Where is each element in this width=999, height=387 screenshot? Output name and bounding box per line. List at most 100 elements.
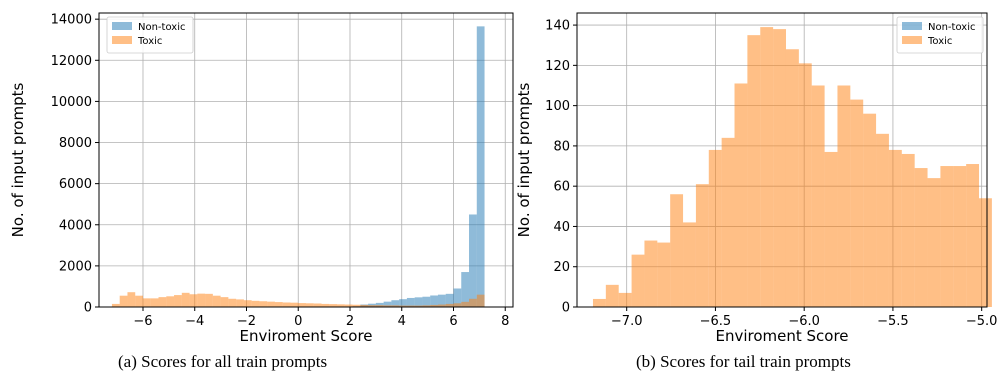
series-non-toxic <box>352 26 485 307</box>
bar <box>383 301 392 307</box>
y-tick-label: 4000 <box>59 218 92 233</box>
bar <box>119 295 128 307</box>
bar <box>375 305 384 307</box>
legend: Non-toxic Toxic <box>896 16 984 54</box>
bar <box>683 222 696 307</box>
bar <box>734 83 748 307</box>
bar <box>863 113 877 307</box>
bar <box>437 304 446 307</box>
x-tick-label: 2 <box>346 314 354 329</box>
bar <box>391 305 400 307</box>
bar <box>414 305 423 307</box>
y-axis-label: No. of input prompts <box>515 83 533 238</box>
bar <box>290 302 299 307</box>
bar <box>876 133 889 307</box>
bar <box>243 300 252 307</box>
bar <box>811 85 825 307</box>
bar <box>321 303 330 307</box>
y-tick-label: 20 <box>553 260 570 275</box>
bar <box>298 303 306 307</box>
bar <box>150 298 159 307</box>
bar <box>337 304 345 307</box>
bar <box>282 302 291 307</box>
bar <box>142 298 151 307</box>
bar <box>657 242 671 307</box>
bar <box>798 63 812 307</box>
bar <box>422 305 431 307</box>
caption-b: (b) Scores for tail train prompts <box>636 352 851 371</box>
bar <box>644 240 658 307</box>
legend-label: Non-toxic <box>928 22 975 33</box>
legend-swatch <box>902 22 922 30</box>
bar <box>422 296 431 307</box>
series-toxic <box>592 27 992 308</box>
x-tick-label: 4 <box>398 314 406 329</box>
x-tick-label: −6 <box>133 314 152 329</box>
y-tick-label: 40 <box>553 220 570 235</box>
y-tick-label: 12000 <box>51 54 92 69</box>
plot-frame <box>576 12 988 308</box>
bar <box>127 292 136 307</box>
x-axis-label: Enviroment Score <box>715 327 848 345</box>
bar <box>375 302 384 307</box>
bar <box>824 151 838 307</box>
bar <box>197 293 206 307</box>
y-tick-label: 14000 <box>51 13 92 28</box>
bar <box>181 292 190 307</box>
bar <box>174 295 182 307</box>
x-tick-label: 0 <box>294 314 302 329</box>
legend-swatch <box>112 36 132 44</box>
bar <box>469 298 477 307</box>
y-axis-label: No. of input prompts <box>9 83 27 238</box>
legend-label: Toxic <box>137 36 162 47</box>
bar <box>453 303 462 307</box>
bar <box>695 184 709 307</box>
x-tick-label: 6 <box>449 314 457 329</box>
bar <box>430 295 438 307</box>
bar <box>605 284 619 307</box>
bar <box>267 301 275 307</box>
plot-frame <box>98 12 514 308</box>
bar <box>251 300 260 307</box>
y-tick-label: 60 <box>553 180 570 195</box>
x-axis-label: Enviroment Score <box>239 327 372 345</box>
bar <box>383 305 392 307</box>
y-tick-label: 0 <box>84 301 92 316</box>
y-tick-label: 2000 <box>59 259 92 274</box>
bar <box>344 304 353 307</box>
bar <box>966 164 980 307</box>
bar <box>111 303 120 307</box>
bar <box>274 302 283 307</box>
bar <box>592 298 606 307</box>
bar <box>306 303 314 307</box>
bar <box>220 297 229 307</box>
y-tick-label: 6000 <box>59 177 92 192</box>
bar <box>837 85 851 307</box>
bar <box>205 293 213 307</box>
y-tick-label: 0 <box>562 301 570 316</box>
bar <box>747 35 761 307</box>
bar <box>368 305 376 307</box>
bar <box>927 178 941 307</box>
bar <box>445 293 454 307</box>
x-tick-label: −7.0 <box>611 314 643 329</box>
bar <box>236 299 244 307</box>
bar <box>135 295 143 307</box>
bar <box>888 149 902 307</box>
bar <box>158 297 167 307</box>
bar <box>940 166 954 307</box>
bar <box>414 297 423 307</box>
x-tick-label: −2 <box>237 314 256 329</box>
bar <box>901 153 915 307</box>
bar <box>914 168 928 307</box>
bar <box>476 26 485 307</box>
bar <box>670 194 684 307</box>
bar <box>228 298 237 307</box>
bar <box>437 294 446 307</box>
y-tick-label: 140 <box>545 19 570 34</box>
y-tick-label: 100 <box>545 99 570 114</box>
x-tick-label: −6.5 <box>700 314 732 329</box>
bar <box>189 294 198 307</box>
bar <box>453 288 462 307</box>
